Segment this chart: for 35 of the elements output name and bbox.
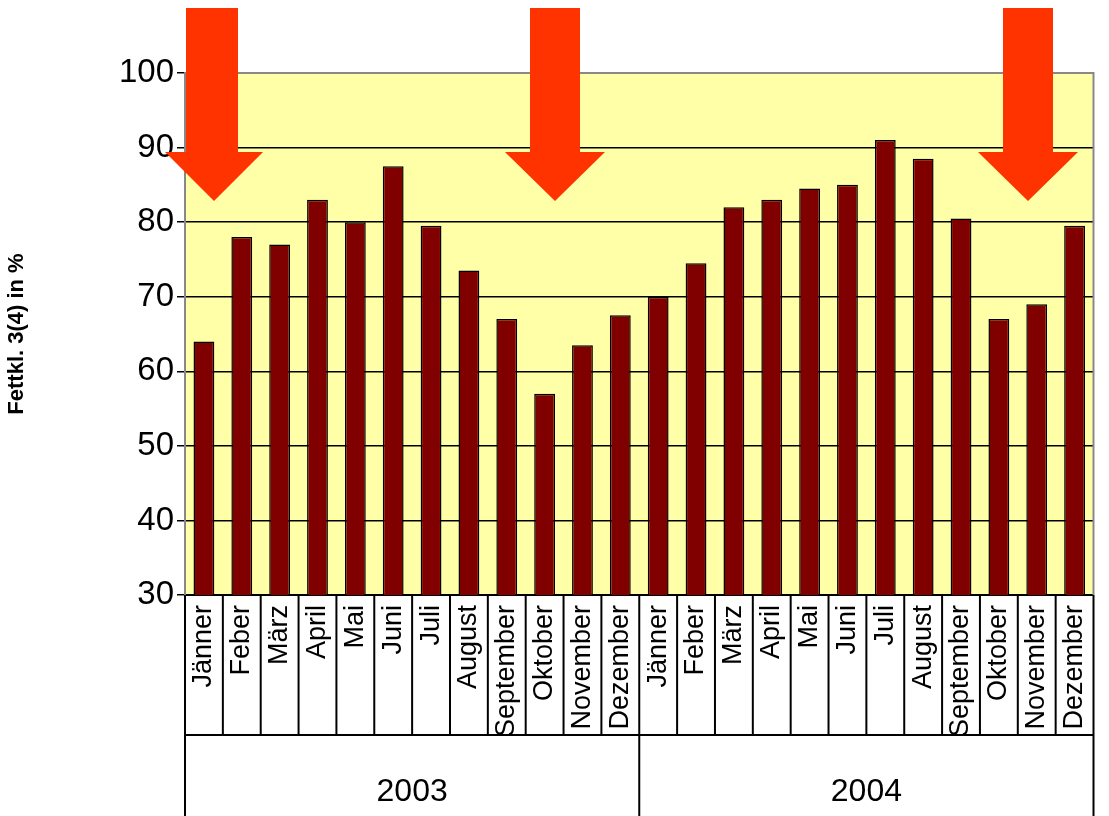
y-tick-label: 40 [137, 499, 174, 537]
x-tick-label: Jänner [641, 605, 672, 688]
x-tick-label: September [944, 605, 975, 738]
x-tick-label: September [490, 605, 521, 738]
text: 2004 [830, 771, 902, 808]
x-tick-label: April [755, 605, 786, 660]
x-tick-label: Jänner [187, 605, 218, 688]
x-tick-label: August [906, 604, 937, 690]
x-tick-label: März [263, 605, 294, 665]
y-tick-label: 100 [118, 52, 174, 90]
x-tick-label: Feber [679, 605, 710, 676]
x-tick-label: Juni [376, 605, 407, 655]
x-tick-label: November [565, 604, 596, 730]
x-tick-label: Juni [830, 605, 861, 655]
x-tick-label: Dezember [1058, 604, 1089, 730]
x-tick-label: August [452, 604, 483, 690]
x-tick-label: Feber [225, 605, 256, 676]
x-tick-label: Dezember [603, 604, 634, 730]
x-tick-label: November [1020, 604, 1051, 730]
y-tick-label: 60 [137, 350, 174, 388]
x-tick-label: Mai [793, 605, 824, 649]
y-tick-label: 80 [137, 201, 174, 239]
y-axis-title: Fettkl. 3(4) in % [3, 253, 29, 415]
x-tick-label: Juli [414, 605, 445, 646]
y-tick-label: 90 [137, 126, 174, 164]
x-tick-label: Mai [338, 605, 369, 649]
y-tick-label: 30 [137, 574, 174, 612]
x-tick-label: April [300, 605, 331, 660]
y-tick-label: 70 [137, 275, 174, 313]
x-tick-label: Juli [868, 605, 899, 646]
x-tick-label: Oktober [528, 605, 559, 702]
y-tick-label: 50 [137, 424, 174, 462]
text: 2003 [376, 771, 448, 808]
x-tick-label: März [717, 605, 748, 665]
x-tick-label: Oktober [982, 605, 1013, 702]
